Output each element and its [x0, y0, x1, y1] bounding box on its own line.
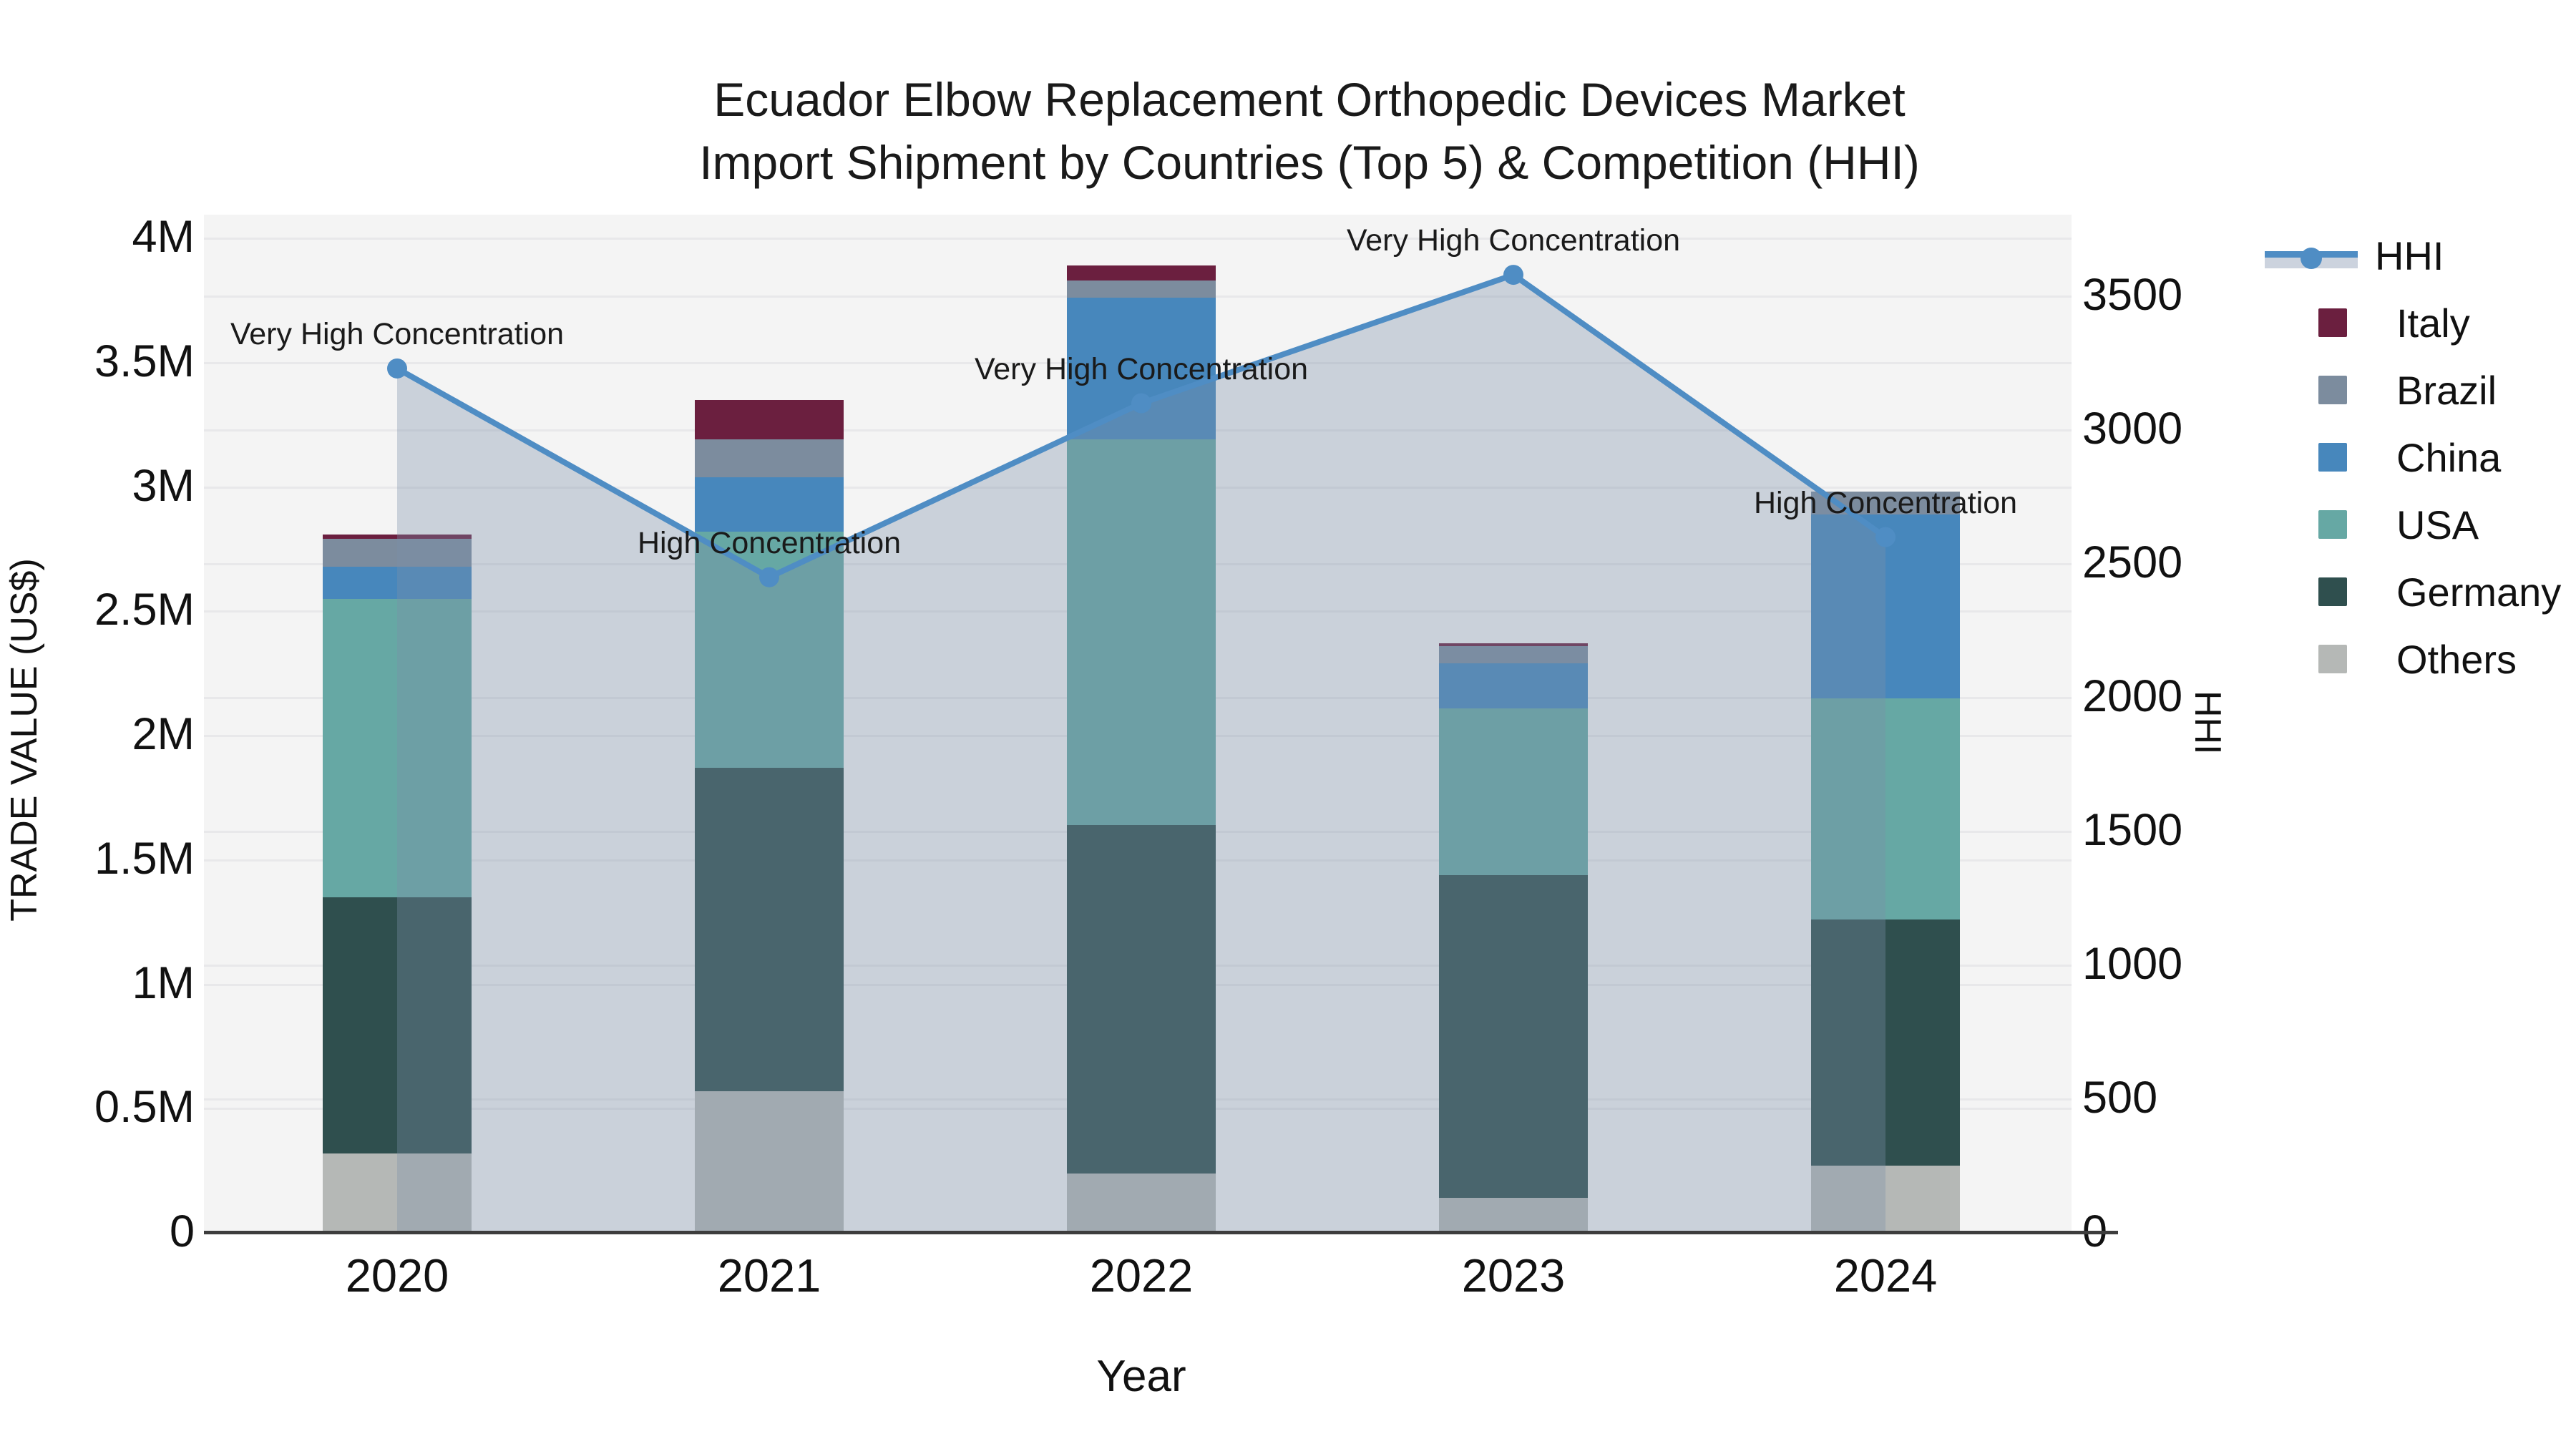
- y-axis-left-tick-2.5M: 2.5M: [94, 585, 195, 635]
- bar-segment-italy-2023: [1439, 643, 1588, 646]
- bar-segment-china-2020: [323, 566, 472, 599]
- annotation-2022: Very High Concentration: [974, 351, 1309, 386]
- annotation-2024: High Concentration: [1753, 485, 2018, 520]
- chart-title-line2: Import Shipment by Countries (Top 5) & C…: [699, 136, 1920, 189]
- legend-item-usa[interactable]: USA: [2265, 502, 2561, 547]
- y-axis-left-tick-1M: 1M: [132, 957, 195, 1008]
- bar-segment-germany-2024: [1811, 919, 1960, 1166]
- bar-segment-germany-2020: [323, 897, 472, 1153]
- hhi-line-sample-icon: [2265, 240, 2358, 271]
- y-axis-right-tick-3500: 3500: [2082, 270, 2183, 320]
- bar-segment-germany-2022: [1067, 825, 1216, 1174]
- legend-label-hhi: HHI: [2375, 233, 2444, 278]
- hhi-area-fill: [397, 275, 1885, 1233]
- bar-segment-brazil-2021: [695, 439, 844, 477]
- y-axis-right-tick-3000: 3000: [2082, 404, 2183, 454]
- hhi-marker-2024: [1875, 527, 1896, 547]
- legend-label-brazil: Brazil: [2396, 367, 2497, 413]
- y-axis-right-tick-2000: 2000: [2082, 671, 2183, 721]
- bar-segment-china-2021: [695, 477, 844, 532]
- annotation-2021: High Concentration: [637, 525, 902, 560]
- x-axis-tick-2022: 2022: [1089, 1249, 1194, 1302]
- legend-swatch-germany: [2318, 577, 2347, 606]
- y-axis-left-tick-3M: 3M: [132, 460, 195, 511]
- bar-segment-others-2024: [1811, 1166, 1960, 1233]
- bar-segment-brazil-2023: [1439, 645, 1588, 664]
- legend-swatch-others: [2318, 645, 2347, 673]
- annotation-2020: Very High Concentration: [230, 316, 565, 351]
- y-axis-right-tick-500: 500: [2082, 1073, 2158, 1123]
- bar-segment-germany-2021: [695, 768, 844, 1091]
- legend-item-hhi[interactable]: HHI: [2265, 233, 2561, 278]
- bar-segment-others-2022: [1067, 1173, 1216, 1233]
- y2-axis-title: HHI: [2187, 691, 2228, 755]
- legend-item-brazil[interactable]: Brazil: [2265, 368, 2561, 413]
- bar-segment-italy-2020: [323, 534, 472, 540]
- bar-segment-usa-2023: [1439, 708, 1588, 875]
- annotation-2023: Very High Concentration: [1346, 223, 1681, 258]
- legend-label-italy: Italy: [2396, 300, 2470, 346]
- legend-item-italy[interactable]: Italy: [2265, 301, 2561, 346]
- x-axis-tick-2021: 2021: [717, 1249, 821, 1302]
- bar-segment-brazil-2022: [1067, 280, 1216, 298]
- x-axis-tick-2023: 2023: [1461, 1249, 1566, 1302]
- hhi-marker-2021: [759, 567, 779, 587]
- bar-segment-others-2021: [695, 1091, 844, 1233]
- legend: HHI Italy Brazil China USA Germany Others: [2265, 233, 2561, 711]
- bar-segment-italy-2022: [1067, 265, 1216, 281]
- bar-segment-china-2023: [1439, 663, 1588, 708]
- y-axis-left-tick-1.5M: 1.5M: [94, 833, 195, 884]
- hhi-overlay: [387, 265, 1896, 1233]
- bar-segment-italy-2021: [695, 399, 844, 440]
- bar-segment-others-2020: [323, 1153, 472, 1233]
- bar-segment-germany-2023: [1439, 874, 1588, 1199]
- legend-label-germany: Germany: [2396, 569, 2562, 615]
- bar-segment-others-2023: [1439, 1198, 1588, 1233]
- y-axis-left-tick-4M: 4M: [132, 212, 195, 262]
- y-axis-left-tick-0: 0: [169, 1206, 195, 1257]
- hhi-marker-2020: [387, 358, 407, 379]
- legend-swatch-italy: [2318, 308, 2347, 337]
- y-axis-right-tick-2500: 2500: [2082, 537, 2183, 587]
- x-axis-title: Year: [1096, 1352, 1186, 1401]
- chart-title-line1: Ecuador Elbow Replacement Orthopedic Dev…: [713, 73, 1906, 126]
- bar-segment-usa-2022: [1067, 439, 1216, 826]
- x-axis-tick-2020: 2020: [345, 1249, 449, 1302]
- hhi-line-sample-dot: [2301, 248, 2322, 269]
- legend-item-germany[interactable]: Germany: [2265, 570, 2561, 615]
- gridline-left-axis: [204, 238, 2072, 240]
- legend-label-china: China: [2396, 434, 2502, 480]
- legend-swatch-brazil: [2318, 376, 2347, 404]
- y-axis-left-tick-0.5M: 0.5M: [94, 1082, 195, 1133]
- legend-item-others[interactable]: Others: [2265, 637, 2561, 682]
- bar-segment-usa-2020: [323, 598, 472, 897]
- legend-swatch-china: [2318, 443, 2347, 472]
- x-axis-tick-2024: 2024: [1833, 1249, 1938, 1302]
- hhi-marker-2022: [1131, 393, 1151, 414]
- chart-title: Ecuador Elbow Replacement Orthopedic Dev…: [43, 68, 2576, 194]
- bar-segment-brazil-2020: [323, 539, 472, 567]
- y-axis-right-tick-1000: 1000: [2082, 939, 2183, 989]
- bar-segment-usa-2024: [1811, 698, 1960, 920]
- y-axis-title: TRADE VALUE (US$): [4, 558, 45, 922]
- y-axis-left-tick-2M: 2M: [132, 709, 195, 759]
- legend-label-usa: USA: [2396, 502, 2479, 547]
- hhi-marker-2023: [1503, 265, 1523, 286]
- legend-item-china[interactable]: China: [2265, 435, 2561, 480]
- y-axis-left-tick-3.5M: 3.5M: [94, 336, 195, 386]
- bar-segment-china-2022: [1067, 298, 1216, 440]
- legend-label-others: Others: [2396, 636, 2517, 682]
- x-axis-line: [204, 1231, 2118, 1234]
- legend-swatch-usa: [2318, 510, 2347, 539]
- y-axis-right-tick-1500: 1500: [2082, 805, 2183, 855]
